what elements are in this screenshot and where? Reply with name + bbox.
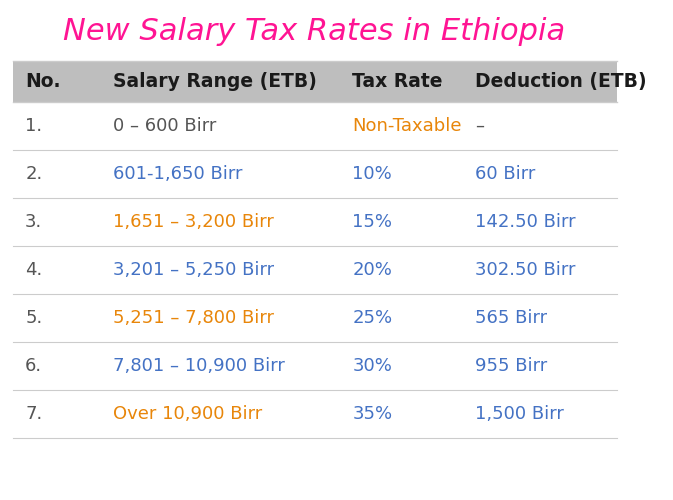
Text: New Salary Tax Rates in Ethiopia: New Salary Tax Rates in Ethiopia: [63, 18, 566, 46]
Text: 302.50 Birr: 302.50 Birr: [475, 261, 575, 279]
Text: 1.: 1.: [25, 117, 42, 135]
Bar: [13, 61, 616, 102]
Text: 10%: 10%: [353, 165, 392, 183]
Text: Non-Taxable: Non-Taxable: [353, 117, 462, 135]
Text: No.: No.: [25, 72, 61, 91]
Text: 955 Birr: 955 Birr: [475, 357, 547, 375]
Text: 30%: 30%: [353, 357, 392, 375]
Text: 1,500 Birr: 1,500 Birr: [475, 405, 564, 423]
Text: 4.: 4.: [25, 261, 42, 279]
Text: 601-1,650 Birr: 601-1,650 Birr: [113, 165, 243, 183]
Text: 565 Birr: 565 Birr: [475, 309, 547, 327]
Text: 25%: 25%: [353, 309, 392, 327]
Text: 7.: 7.: [25, 405, 42, 423]
Text: 60 Birr: 60 Birr: [475, 165, 536, 183]
Text: 3.: 3.: [25, 213, 42, 231]
Text: 7,801 – 10,900 Birr: 7,801 – 10,900 Birr: [113, 357, 285, 375]
Text: Over 10,900 Birr: Over 10,900 Birr: [113, 405, 262, 423]
Text: Salary Range (ETB): Salary Range (ETB): [113, 72, 317, 91]
Text: 142.50 Birr: 142.50 Birr: [475, 213, 575, 231]
Text: 15%: 15%: [353, 213, 392, 231]
Text: 5,251 – 7,800 Birr: 5,251 – 7,800 Birr: [113, 309, 275, 327]
Text: 1,651 – 3,200 Birr: 1,651 – 3,200 Birr: [113, 213, 274, 231]
Text: 3,201 – 5,250 Birr: 3,201 – 5,250 Birr: [113, 261, 275, 279]
Text: 0 – 600 Birr: 0 – 600 Birr: [113, 117, 217, 135]
Text: 20%: 20%: [353, 261, 392, 279]
Text: Tax Rate: Tax Rate: [353, 72, 443, 91]
Text: –: –: [475, 117, 484, 135]
Text: 5.: 5.: [25, 309, 42, 327]
Text: 35%: 35%: [353, 405, 392, 423]
Text: 2.: 2.: [25, 165, 42, 183]
Text: Deduction (ETB): Deduction (ETB): [475, 72, 647, 91]
Text: 6.: 6.: [25, 357, 42, 375]
